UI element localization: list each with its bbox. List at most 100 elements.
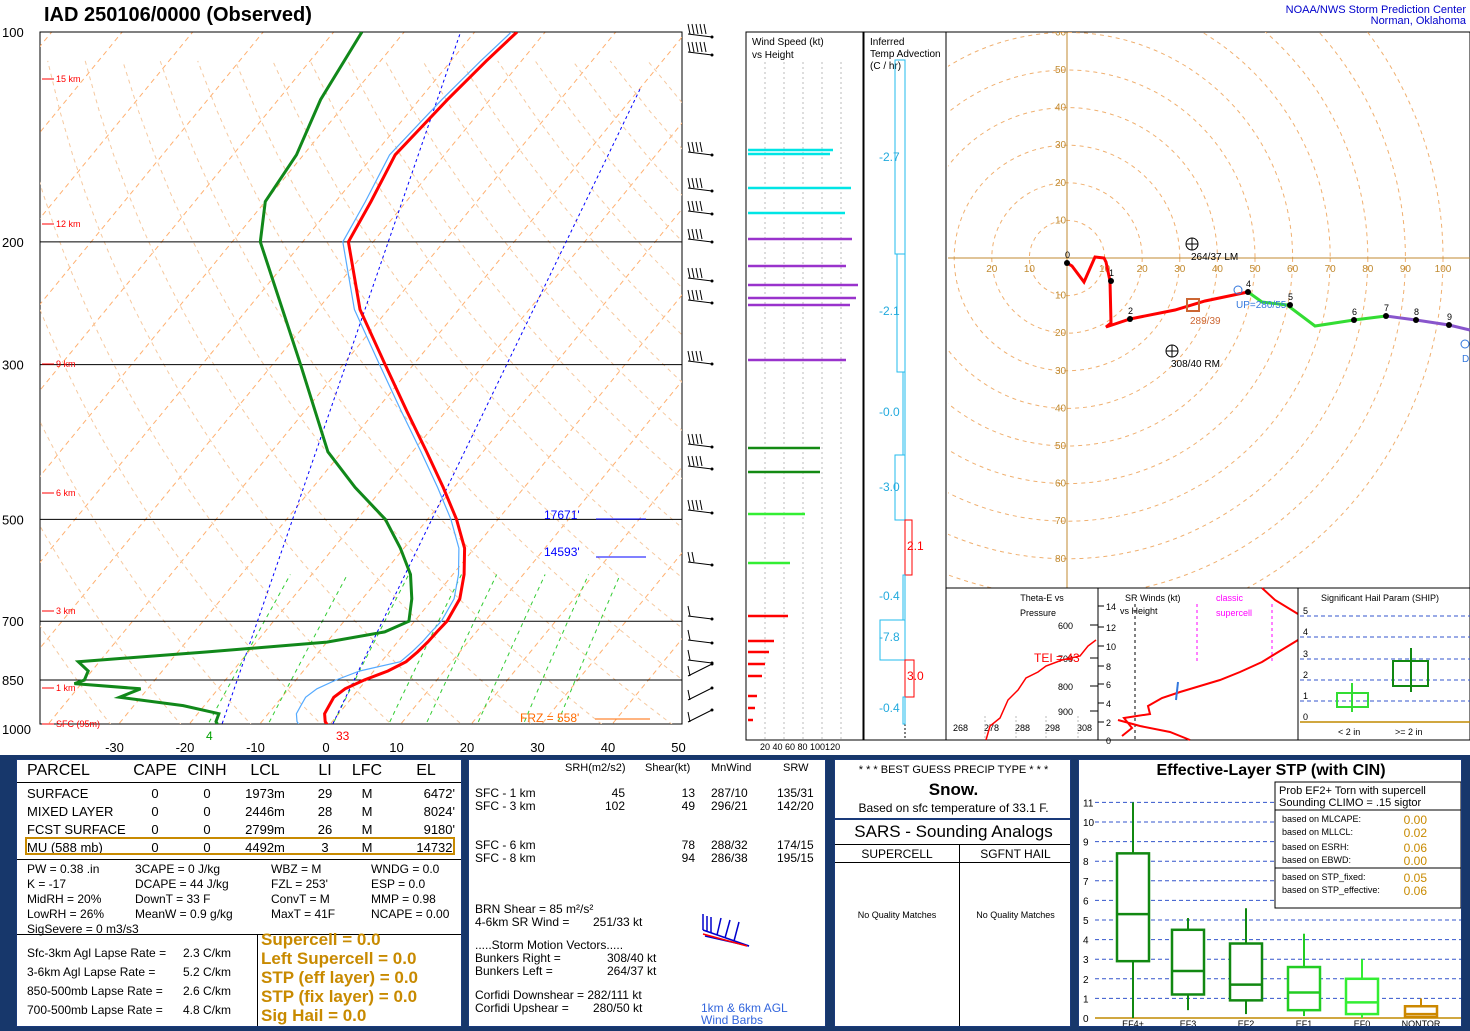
sars-hail-header: SGFNT HAIL (980, 847, 1051, 861)
hodo-tick: 20 (1055, 178, 1067, 189)
index-value: LowRH = 26% (27, 907, 105, 921)
ship-y-label: 0 (1303, 712, 1308, 722)
wind-barb (687, 455, 714, 471)
advection-bar (904, 519, 913, 576)
theta-subtitle: Pressure (1020, 608, 1056, 618)
parcel-cell: 28 (317, 804, 333, 819)
sars-panel: SARS - Sounding Analogs SUPERCELL SGFNT … (834, 819, 1071, 1027)
downshear-marker (1460, 339, 1470, 349)
sars-hail-result: No Quality Matches (976, 910, 1055, 920)
stp-panel: Effective-Layer STP (with CIN) 11 10 9 8 7 6 5… (1078, 759, 1462, 1027)
kinematic-layer: SFC - 1 km (475, 786, 536, 800)
srwind-h-label: 8 (1106, 662, 1111, 672)
pressure-labels: 100 200 300 500 700 850 1000 (2, 25, 31, 737)
index-value: FZL = 253' (271, 877, 328, 891)
index-value: ESP = 0.0 (371, 877, 426, 891)
srwind-marker (1175, 681, 1179, 701)
srwind-h-label: 4 (1106, 699, 1111, 709)
advection-value: 3.0 (907, 669, 924, 683)
wind-barb (687, 141, 714, 157)
stp-category: NONTOR (1402, 1019, 1441, 1027)
hodo-point (1287, 302, 1293, 308)
org-line-1: NOAA/NWS Storm Prediction Center (1286, 4, 1467, 16)
precip-type: Snow. (928, 780, 979, 799)
isotherm (541, 552, 682, 724)
lapse-value: 4.8 C/km (183, 1003, 232, 1017)
ship-y-label: 2 (1303, 670, 1308, 680)
stp-title: Effective-Layer STP (with CIN) (1156, 762, 1386, 779)
stp-box (1344, 977, 1380, 1016)
height-label: 3 km (56, 606, 76, 616)
hodo-tick: 50 (1055, 65, 1067, 76)
kinematic-layer: SFC - 8 km (475, 851, 536, 865)
mixing-ratio-line (267, 574, 348, 724)
kinematic-shear: 94 (681, 851, 695, 865)
severe-param: Supercell = 0.0 (261, 930, 381, 949)
kinematic-srh: 45 (611, 786, 625, 800)
ship-cat-small: < 2 in (1338, 727, 1360, 737)
wind-panel-title: Wind Speed (kt) (752, 37, 824, 48)
kinematic-header: Shear(kt) (645, 762, 691, 774)
hodo-tick: 50 (1249, 264, 1261, 275)
parcel-header: PARCEL (27, 762, 90, 779)
hodo-tick: 60 (1055, 479, 1067, 490)
hodo-point (1127, 316, 1133, 322)
hodo-point-label: 6 (1352, 307, 1357, 317)
dry-adiabat (384, 60, 682, 431)
index-value: SigSevere = 0 m3/s3 (27, 922, 139, 936)
hodo-tick: 70 (1055, 0, 1067, 1)
advection-value: -7.8 (879, 630, 900, 644)
parcel-cell: MIXED LAYER (27, 804, 114, 819)
station-title: IAD 250106/0000 (Observed) (44, 4, 312, 26)
sars-supercell-result: No Quality Matches (857, 910, 937, 920)
parcel-cell: SURFACE (27, 786, 89, 801)
parcel-cell: 29 (317, 786, 333, 801)
pressure-label: 300 (2, 358, 24, 373)
mixing-ratio-line (556, 574, 621, 724)
advection-value: -3.0 (879, 480, 900, 494)
hodo-tick: 20 (1137, 264, 1149, 275)
srwind-h-label: 12 (1106, 623, 1116, 633)
stp-category: EF2 (1238, 1019, 1255, 1027)
pressure-label: 200 (2, 235, 24, 250)
parcel-cell: 4492m (245, 840, 285, 855)
hodo-tick: 40 (1055, 103, 1067, 114)
stp-basis-value: 0.02 (1404, 826, 1428, 840)
temperature-label: 20 (460, 740, 474, 755)
hodo-tick: 80 (1055, 554, 1067, 565)
theta-title: Theta-E vs (1020, 593, 1064, 603)
sounding-display: IAD 250106/0000 (Observed) NOAA/NWS Stor… (2, 0, 1470, 755)
parcel-header: LI (318, 762, 332, 779)
hodo-tick: 70 (1325, 264, 1337, 275)
wind-barb (687, 686, 714, 701)
wind-barb (687, 41, 714, 57)
srwind-line-upper (1261, 587, 1299, 615)
hodo-point-label: 1 (1109, 268, 1114, 278)
mu-highlight (25, 837, 455, 855)
temperature-label: -30 (105, 740, 124, 755)
lapse-label: 3-6km Agl Lapse Rate = (27, 965, 156, 979)
level-17671-label: 17671' (544, 508, 580, 522)
precip-title: * * * BEST GUESS PRECIP TYPE * * * (858, 764, 1049, 776)
hodo-tick: 30 (1055, 140, 1067, 151)
wind-barb (687, 708, 714, 723)
dry-adiabat (122, 60, 603, 724)
stp-box (1228, 942, 1264, 1002)
parcel-cell: 0 (151, 786, 159, 801)
supercell-label: supercell (1216, 608, 1252, 618)
isotherm (118, 36, 682, 724)
lapse-label: Sfc-3km Agl Lapse Rate = (27, 946, 167, 960)
precip-type-panel: * * * BEST GUESS PRECIP TYPE * * * Snow.… (834, 759, 1071, 819)
wind-barb (687, 551, 714, 567)
lapse-label: 700-500mb Lapse Rate = (27, 1003, 163, 1017)
srwind-h-label: 14 (1106, 602, 1116, 612)
wind-barb (687, 177, 714, 193)
advection-value: -2.7 (879, 150, 900, 164)
temperature-label: 0 (322, 740, 329, 755)
severe-param: Sig Hail = 0.0 (261, 1006, 367, 1025)
advection-bar (894, 454, 906, 521)
storm-motion-header: .....Storm Motion Vectors..... (475, 938, 624, 952)
stp-basis-value: 0.00 (1404, 854, 1428, 868)
index-value: DownT = 33 F (135, 892, 211, 906)
